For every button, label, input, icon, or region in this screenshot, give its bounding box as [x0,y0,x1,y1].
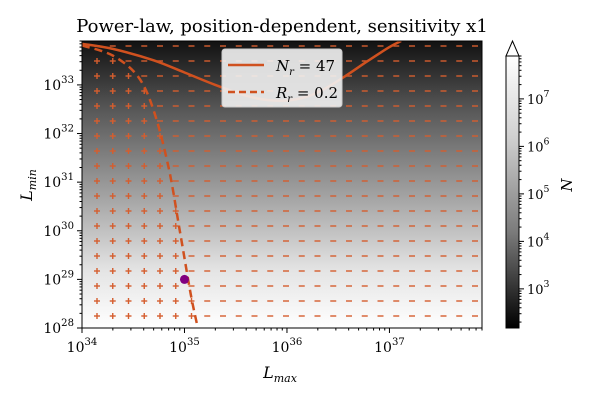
colorbar-tick-label: 107 [527,89,550,108]
colorbar-tick-label: 104 [527,231,550,250]
x-tick-label-exp: 35 [187,337,200,348]
x-tick-label-base: 10 [169,340,187,356]
x-axis-label-sub: max [274,372,298,385]
y-tick-label-base: 10 [43,224,61,240]
legend-dashed-value: = 0.2 [292,84,338,102]
marker-point [179,274,189,284]
colorbar-tick-label: 103 [527,279,550,298]
colorbar-tick-label-base: 10 [527,283,544,298]
grid-markers [94,45,478,319]
colorbar-tick-label-exp: 4 [544,231,550,242]
colorbar-tick-label-base: 10 [527,93,544,108]
legend: Nr = 47 Rr = 0.2 [221,48,343,108]
colorbar-tick-label: 105 [527,184,550,203]
colorbar-tick-label-exp: 6 [544,136,550,147]
x-tick-label-base: 10 [272,340,290,356]
x-tick-label-base: 10 [67,340,85,356]
colorbar-extend-arrow [505,39,520,57]
x-tick-label: 1037 [374,337,405,356]
colorbar-tick-label-exp: 3 [544,279,550,290]
legend-solid-sub: r [289,67,295,78]
svg-text:Lmin: Lmin [17,169,39,202]
x-tick-label-exp: 36 [289,337,302,348]
y-tick-label: 1028 [43,318,74,337]
y-tick-label-exp: 30 [61,221,74,232]
x-tick-label: 1035 [169,337,200,356]
x-axis-ticks: 1034 1035 1036 1037 [67,328,483,356]
colorbar-tick-label-base: 10 [527,140,544,155]
y-axis-label-main: L [17,190,36,202]
legend-dashed-main: R [275,84,287,102]
colorbar-tick-label-base: 10 [527,235,544,250]
y-tick-label-exp: 29 [61,269,74,280]
colorbar-tick-label: 106 [527,136,550,155]
svg-text:Lmax: Lmax [262,363,298,385]
y-tick-label-exp: 32 [61,124,74,135]
colorbar-gradient [505,55,520,329]
legend-label-dashed: Rr = 0.2 [275,84,338,105]
colorbar-tick-label-exp: 5 [544,184,550,195]
y-tick-label: 1032 [43,124,74,143]
x-tick-label-exp: 34 [85,337,98,348]
y-tick-label-base: 10 [43,78,61,94]
y-axis-label-sub: min [26,169,39,190]
legend-dashed-sub: r [287,94,293,105]
y-tick-label: 1029 [43,269,74,288]
y-tick-label-base: 10 [43,321,61,337]
legend-solid-value: = 47 [294,57,335,75]
y-tick-label: 1031 [43,172,74,191]
legend-label-solid: Nr = 47 [275,57,335,78]
colorbar-label: N [558,178,576,193]
y-axis-label: Lmin [17,169,39,202]
y-tick-label: 1030 [43,221,74,240]
y-tick-label-base: 10 [43,272,61,288]
colorbar-tick-label-base: 10 [527,188,544,203]
x-tick-label: 1034 [67,337,98,356]
chart-title: Power-law, position-dependent, sensitivi… [76,16,488,37]
x-tick-label: 1036 [272,337,303,356]
y-tick-label-base: 10 [43,175,61,191]
y-tick-label-base: 10 [43,127,61,143]
y-tick-label: 1033 [43,75,74,94]
x-tick-label-base: 10 [374,340,392,356]
y-tick-label-exp: 33 [61,75,74,86]
legend-solid-main: N [275,57,290,75]
x-axis-label: Lmax [262,363,298,385]
y-tick-label-exp: 28 [61,318,74,329]
colorbar-tick-label-exp: 7 [544,89,550,100]
x-tick-label-exp: 37 [392,337,405,348]
y-tick-label-exp: 31 [61,172,74,183]
x-axis-label-main: L [262,363,274,382]
